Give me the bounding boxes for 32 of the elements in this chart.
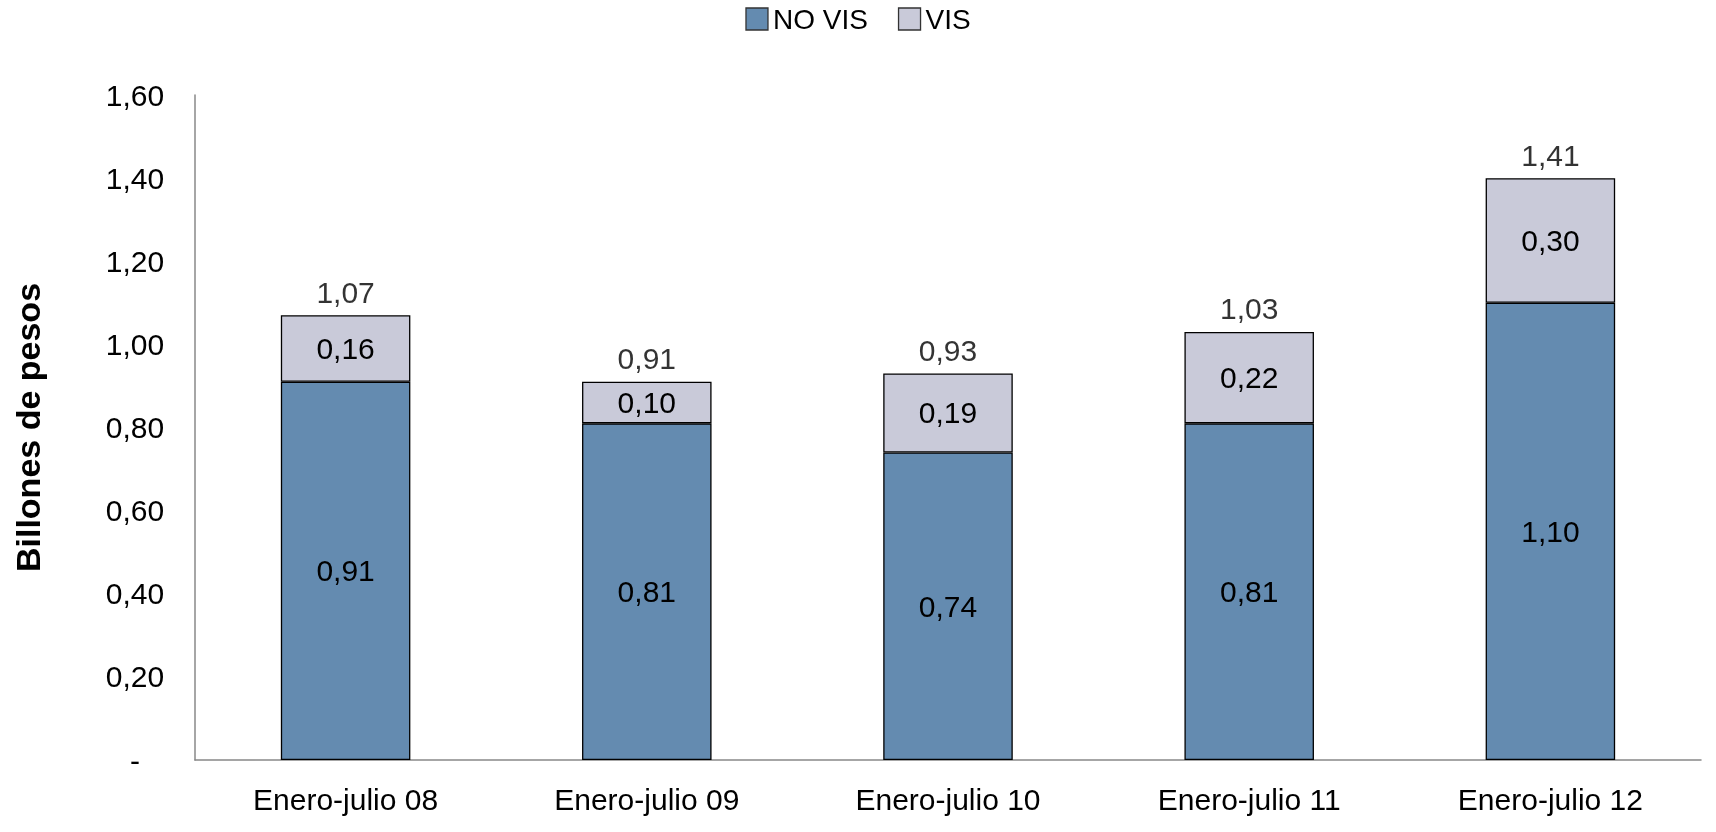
y-tick-label: 0,60 xyxy=(105,494,165,528)
x-tick-label: Enero-julio 10 xyxy=(855,782,1041,816)
y-tick-label: 1,40 xyxy=(105,161,165,195)
y-tick-label: 1,00 xyxy=(105,327,165,361)
legend-label: NO VIS xyxy=(772,3,868,35)
y-axis-title: Billones de pesos xyxy=(9,282,47,573)
y-tick-label: 0,40 xyxy=(105,577,165,611)
y-tick-label: 1,60 xyxy=(105,78,165,112)
total-label: 0,91 xyxy=(617,342,676,376)
data-label: 0,19 xyxy=(918,396,978,430)
legend-label: VIS xyxy=(925,3,971,35)
data-label: 1,10 xyxy=(1521,514,1580,548)
total-label: 1,41 xyxy=(1521,138,1580,172)
data-label: 0,81 xyxy=(617,575,676,609)
total-label: 1,03 xyxy=(1220,292,1279,326)
x-tick-label: Enero-julio 09 xyxy=(554,782,740,816)
x-tick-label: Enero-julio 12 xyxy=(1457,782,1643,816)
total-label: 1,07 xyxy=(316,275,375,309)
y-tick-label: 0,20 xyxy=(105,660,165,694)
data-label: 0,10 xyxy=(617,386,676,420)
data-label: 0,81 xyxy=(1220,575,1279,609)
y-tick-label: 1,20 xyxy=(105,244,165,278)
total-label: 0,93 xyxy=(918,333,978,367)
data-label: 0,91 xyxy=(316,554,375,588)
y-tick-label: 0,80 xyxy=(105,411,165,444)
data-label: 0,74 xyxy=(918,589,978,623)
x-tick-label: Enero-julio 11 xyxy=(1157,782,1341,816)
data-label: 0,22 xyxy=(1220,361,1279,395)
data-label: 0,30 xyxy=(1521,223,1580,257)
data-label: 0,16 xyxy=(316,332,375,366)
y-tick-label: - xyxy=(130,743,140,777)
x-tick-label: Enero-julio 08 xyxy=(253,782,439,816)
